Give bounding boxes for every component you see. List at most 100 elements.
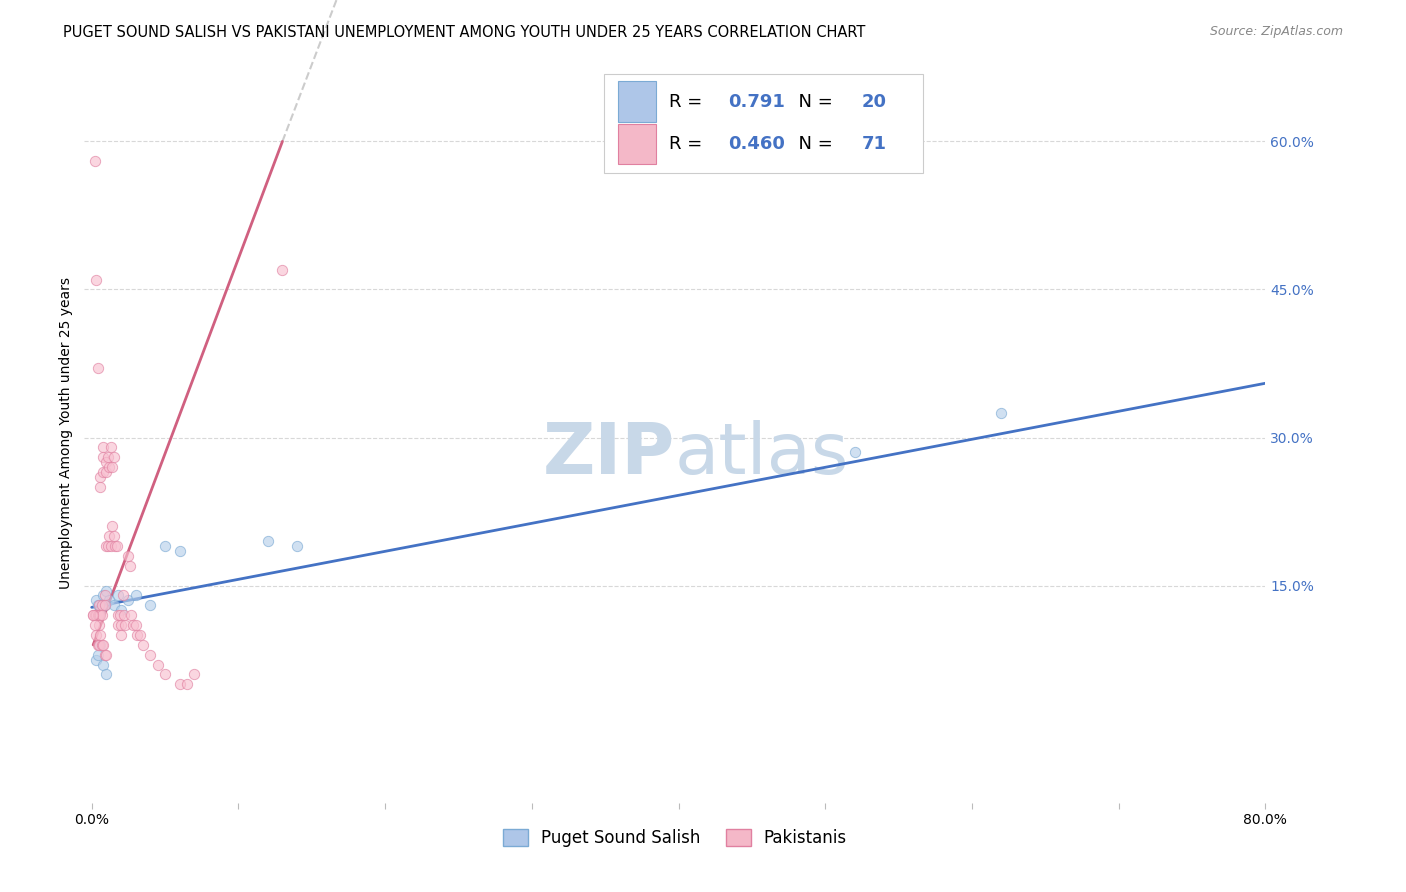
Point <box>256 534 278 549</box>
Point <box>96 539 118 553</box>
Point <box>169 544 191 558</box>
Point <box>96 465 118 479</box>
Text: R =: R = <box>669 93 709 111</box>
Point <box>111 589 134 603</box>
Point <box>110 628 132 642</box>
Point <box>98 460 121 475</box>
Point <box>89 628 111 642</box>
Point <box>96 648 118 662</box>
Y-axis label: Unemployment Among Youth under 25 years: Unemployment Among Youth under 25 years <box>59 277 73 589</box>
Point <box>107 608 129 623</box>
Point <box>86 599 108 613</box>
Point <box>153 539 176 553</box>
Point <box>129 628 152 642</box>
Point <box>101 519 124 533</box>
Point <box>93 638 115 652</box>
Point <box>103 599 125 613</box>
Point <box>91 599 114 613</box>
Point <box>83 154 105 169</box>
FancyBboxPatch shape <box>605 73 922 173</box>
Point <box>97 450 120 465</box>
Point <box>107 618 129 632</box>
Point <box>104 539 127 553</box>
Point <box>89 480 111 494</box>
Point <box>93 589 115 603</box>
Point <box>114 618 136 632</box>
Point <box>100 441 122 455</box>
Text: 71: 71 <box>862 135 887 153</box>
Point <box>84 628 107 642</box>
Text: 0.460: 0.460 <box>728 135 785 153</box>
Point <box>91 599 114 613</box>
Text: Source: ZipAtlas.com: Source: ZipAtlas.com <box>1209 25 1343 38</box>
Point <box>183 667 205 681</box>
Point <box>94 599 117 613</box>
FancyBboxPatch shape <box>619 81 657 122</box>
Point <box>112 608 135 623</box>
Point <box>93 465 115 479</box>
Point <box>86 638 108 652</box>
Point <box>100 539 122 553</box>
Point <box>103 529 125 543</box>
Point <box>153 667 176 681</box>
Text: N =: N = <box>787 135 838 153</box>
Text: atlas: atlas <box>675 420 849 490</box>
Text: N =: N = <box>787 93 838 111</box>
Point <box>87 638 110 652</box>
Point <box>94 589 117 603</box>
Point <box>97 539 120 553</box>
Point <box>96 583 118 598</box>
Point <box>110 603 132 617</box>
Point <box>107 589 129 603</box>
Point <box>89 603 111 617</box>
Point <box>96 667 118 681</box>
Point <box>990 406 1012 420</box>
Point <box>121 618 143 632</box>
Point <box>82 608 104 623</box>
Point <box>125 618 148 632</box>
Point <box>176 677 198 691</box>
Text: R =: R = <box>669 135 709 153</box>
Point <box>285 539 308 553</box>
Point <box>271 262 294 277</box>
Point <box>84 272 107 286</box>
Point <box>98 529 121 543</box>
Point <box>84 593 107 607</box>
Point <box>89 608 111 623</box>
Point <box>169 677 191 691</box>
FancyBboxPatch shape <box>619 123 657 164</box>
Point <box>94 648 117 662</box>
Point <box>87 608 110 623</box>
Point <box>93 657 115 672</box>
Point <box>105 539 128 553</box>
Point <box>84 608 107 623</box>
Point <box>101 460 124 475</box>
Point <box>83 608 105 623</box>
Point <box>96 455 118 469</box>
Text: PUGET SOUND SALISH VS PAKISTANI UNEMPLOYMENT AMONG YOUTH UNDER 25 YEARS CORRELAT: PUGET SOUND SALISH VS PAKISTANI UNEMPLOY… <box>63 25 866 40</box>
Point <box>146 657 169 672</box>
Point <box>117 593 139 607</box>
Point <box>86 648 108 662</box>
Point <box>127 628 149 642</box>
Point <box>87 599 110 613</box>
Point <box>91 608 114 623</box>
Point <box>120 608 142 623</box>
Point <box>139 599 162 613</box>
Point <box>844 445 866 459</box>
Point <box>139 648 162 662</box>
Point <box>94 599 117 613</box>
Point <box>87 608 110 623</box>
Text: ZIP: ZIP <box>543 420 675 490</box>
Point <box>103 450 125 465</box>
Point <box>83 618 105 632</box>
Point <box>118 558 141 573</box>
Point <box>132 638 155 652</box>
Point <box>93 450 115 465</box>
Point <box>93 441 115 455</box>
Point <box>87 618 110 632</box>
Point <box>98 593 121 607</box>
Point <box>82 608 104 623</box>
Point <box>89 638 111 652</box>
Point <box>110 618 132 632</box>
